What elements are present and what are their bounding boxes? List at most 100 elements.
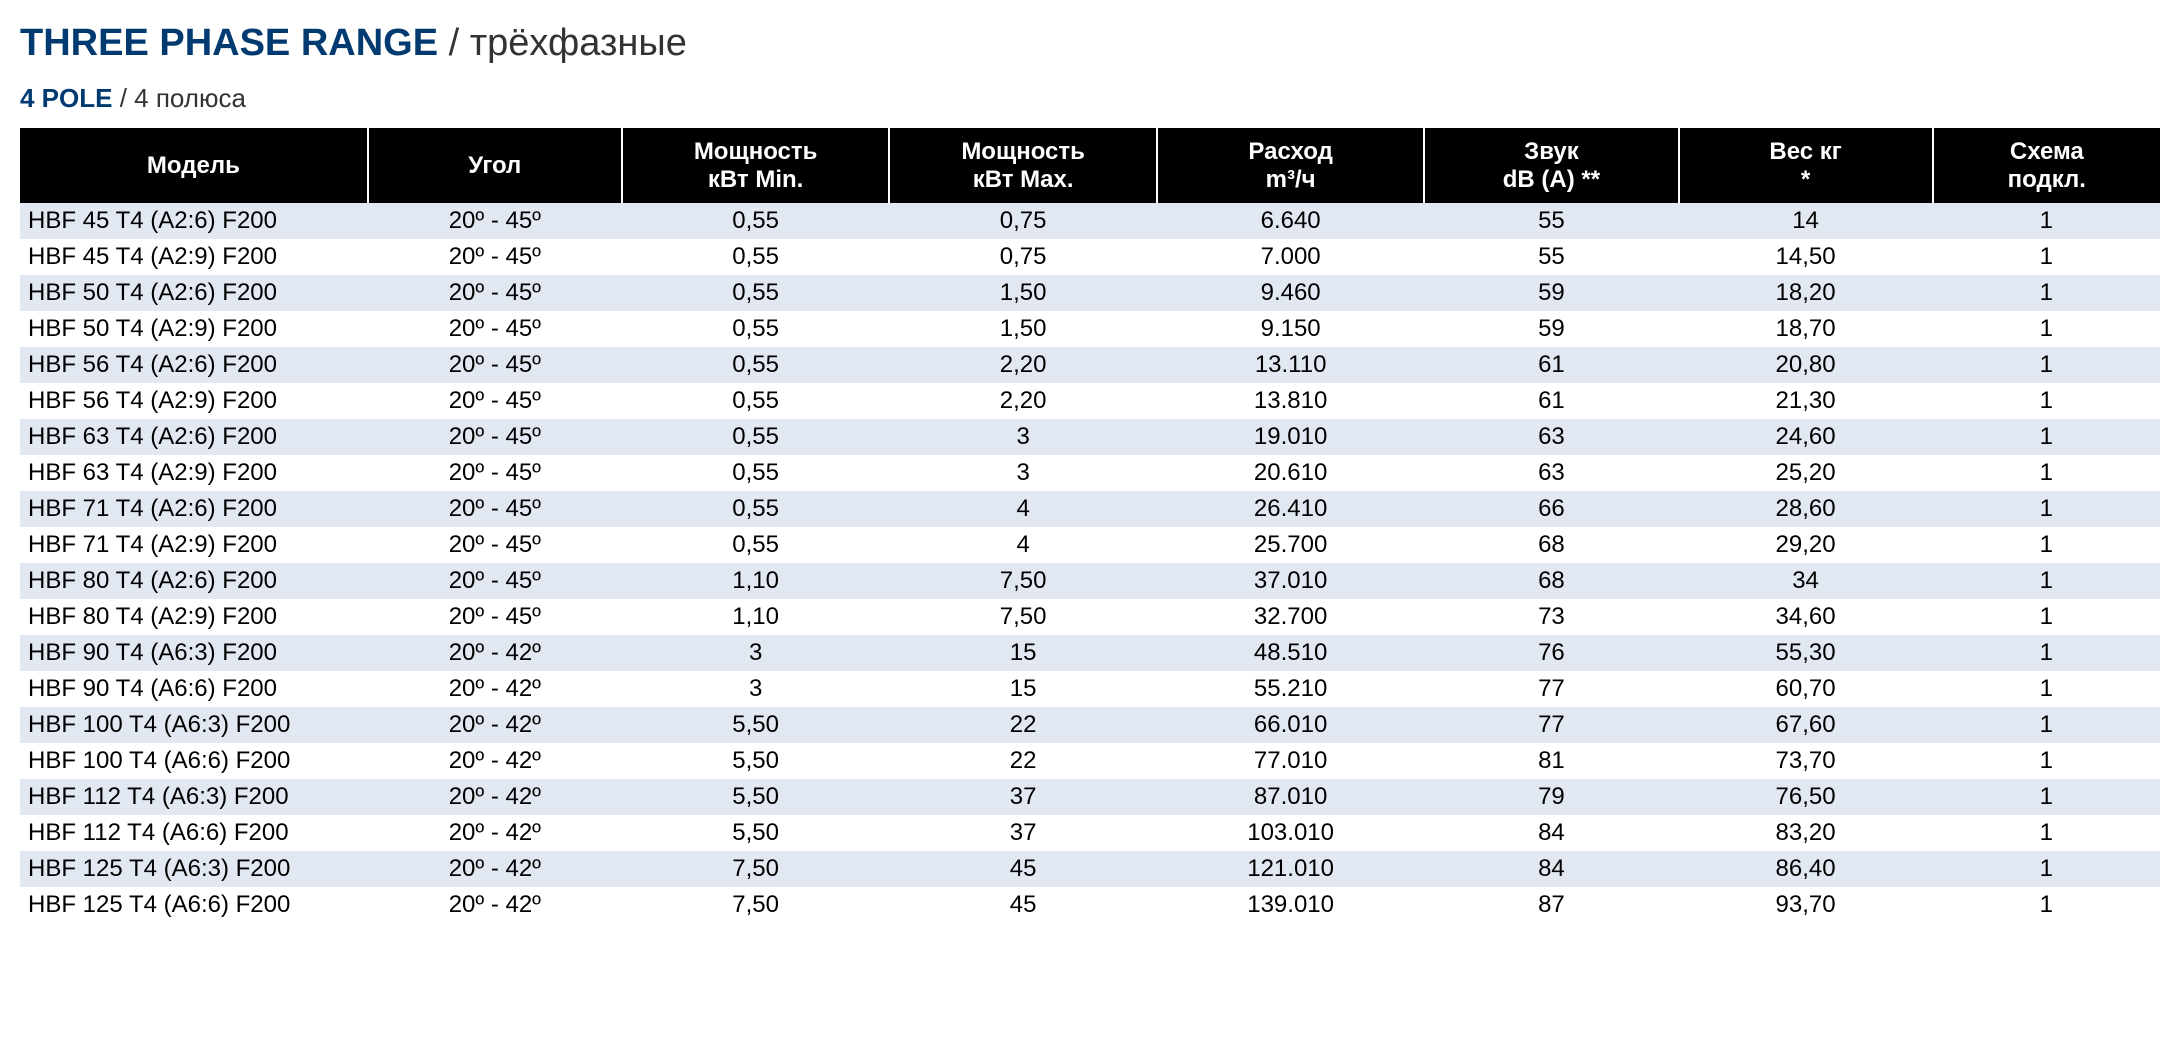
- cell-flow: 139.010: [1157, 887, 1425, 923]
- table-row: HBF 45 T4 (A2:6) F20020º - 45º0,550,756.…: [20, 203, 2160, 239]
- table-row: HBF 71 T4 (A2:6) F20020º - 45º0,55426.41…: [20, 491, 2160, 527]
- cell-angle: 20º - 45º: [368, 563, 622, 599]
- cell-angle: 20º - 42º: [368, 851, 622, 887]
- cell-dia: 1: [1933, 239, 2160, 275]
- cell-db: 84: [1424, 851, 1678, 887]
- cell-pmax: 45: [889, 851, 1157, 887]
- cell-db: 73: [1424, 599, 1678, 635]
- table-row: HBF 63 T4 (A2:6) F20020º - 45º0,55319.01…: [20, 419, 2160, 455]
- cell-weight: 21,30: [1679, 383, 1933, 419]
- cell-pmin: 0,55: [622, 239, 890, 275]
- cell-db: 66: [1424, 491, 1678, 527]
- cell-angle: 20º - 45º: [368, 455, 622, 491]
- cell-pmax: 37: [889, 779, 1157, 815]
- table-row: HBF 125 T4 (A6:3) F20020º - 42º7,5045121…: [20, 851, 2160, 887]
- cell-model: HBF 63 T4 (A2:9) F200: [20, 455, 368, 491]
- col-header-flow: Расходm³/ч: [1157, 128, 1425, 203]
- cell-db: 61: [1424, 347, 1678, 383]
- cell-angle: 20º - 45º: [368, 203, 622, 239]
- cell-dia: 1: [1933, 887, 2160, 923]
- cell-db: 79: [1424, 779, 1678, 815]
- col-header-pmin: МощностькВт Min.: [622, 128, 890, 203]
- col-header-model: Модель: [20, 128, 368, 203]
- cell-pmin: 3: [622, 635, 890, 671]
- col-header-db: ЗвукdB (A) **: [1424, 128, 1678, 203]
- cell-dia: 1: [1933, 383, 2160, 419]
- cell-pmax: 45: [889, 887, 1157, 923]
- table-row: HBF 100 T4 (A6:6) F20020º - 42º5,502277.…: [20, 743, 2160, 779]
- cell-pmax: 1,50: [889, 275, 1157, 311]
- page-title: THREE PHASE RANGE / трёхфазные: [20, 22, 2160, 65]
- cell-flow: 121.010: [1157, 851, 1425, 887]
- cell-model: HBF 100 T4 (A6:6) F200: [20, 743, 368, 779]
- cell-flow: 9.150: [1157, 311, 1425, 347]
- cell-flow: 20.610: [1157, 455, 1425, 491]
- cell-model: HBF 50 T4 (A2:9) F200: [20, 311, 368, 347]
- cell-db: 77: [1424, 671, 1678, 707]
- cell-db: 87: [1424, 887, 1678, 923]
- cell-weight: 55,30: [1679, 635, 1933, 671]
- cell-flow: 37.010: [1157, 563, 1425, 599]
- cell-db: 77: [1424, 707, 1678, 743]
- cell-db: 59: [1424, 311, 1678, 347]
- cell-flow: 13.110: [1157, 347, 1425, 383]
- cell-model: HBF 112 T4 (A6:6) F200: [20, 815, 368, 851]
- cell-weight: 18,20: [1679, 275, 1933, 311]
- cell-flow: 103.010: [1157, 815, 1425, 851]
- cell-pmax: 7,50: [889, 599, 1157, 635]
- cell-model: HBF 80 T4 (A2:6) F200: [20, 563, 368, 599]
- cell-weight: 25,20: [1679, 455, 1933, 491]
- cell-angle: 20º - 42º: [368, 635, 622, 671]
- cell-db: 76: [1424, 635, 1678, 671]
- subtitle-light: 4 полюса: [134, 83, 246, 113]
- cell-flow: 9.460: [1157, 275, 1425, 311]
- table-row: HBF 80 T4 (A2:6) F20020º - 45º1,107,5037…: [20, 563, 2160, 599]
- cell-dia: 1: [1933, 311, 2160, 347]
- table-row: HBF 125 T4 (A6:6) F20020º - 42º7,5045139…: [20, 887, 2160, 923]
- col-header-weight: Вес кг*: [1679, 128, 1933, 203]
- title-bold: THREE PHASE RANGE: [20, 22, 438, 64]
- cell-angle: 20º - 45º: [368, 347, 622, 383]
- spec-table-body: HBF 45 T4 (A2:6) F20020º - 45º0,550,756.…: [20, 203, 2160, 923]
- col-header-angle: Угол: [368, 128, 622, 203]
- cell-model: HBF 80 T4 (A2:9) F200: [20, 599, 368, 635]
- cell-angle: 20º - 42º: [368, 887, 622, 923]
- cell-pmin: 5,50: [622, 779, 890, 815]
- cell-pmax: 2,20: [889, 383, 1157, 419]
- cell-pmin: 0,55: [622, 527, 890, 563]
- cell-weight: 24,60: [1679, 419, 1933, 455]
- spec-table-head: МодельУголМощностькВт Min.МощностькВт Ma…: [20, 128, 2160, 203]
- cell-model: HBF 63 T4 (A2:6) F200: [20, 419, 368, 455]
- cell-angle: 20º - 45º: [368, 419, 622, 455]
- cell-pmax: 4: [889, 527, 1157, 563]
- table-row: HBF 80 T4 (A2:9) F20020º - 45º1,107,5032…: [20, 599, 2160, 635]
- cell-model: HBF 71 T4 (A2:6) F200: [20, 491, 368, 527]
- cell-pmax: 3: [889, 455, 1157, 491]
- page-subtitle: 4 POLE / 4 полюса: [20, 83, 2160, 114]
- cell-dia: 1: [1933, 599, 2160, 635]
- cell-flow: 25.700: [1157, 527, 1425, 563]
- cell-flow: 6.640: [1157, 203, 1425, 239]
- cell-model: HBF 125 T4 (A6:6) F200: [20, 887, 368, 923]
- cell-flow: 7.000: [1157, 239, 1425, 275]
- table-row: HBF 100 T4 (A6:3) F20020º - 42º5,502266.…: [20, 707, 2160, 743]
- cell-dia: 1: [1933, 419, 2160, 455]
- cell-pmin: 5,50: [622, 707, 890, 743]
- cell-pmin: 0,55: [622, 419, 890, 455]
- cell-dia: 1: [1933, 671, 2160, 707]
- cell-pmin: 1,10: [622, 563, 890, 599]
- cell-pmin: 0,55: [622, 311, 890, 347]
- cell-angle: 20º - 42º: [368, 671, 622, 707]
- cell-weight: 20,80: [1679, 347, 1933, 383]
- cell-db: 84: [1424, 815, 1678, 851]
- cell-weight: 73,70: [1679, 743, 1933, 779]
- col-header-dia: Схемаподкл.: [1933, 128, 2160, 203]
- cell-model: HBF 100 T4 (A6:3) F200: [20, 707, 368, 743]
- cell-pmin: 1,10: [622, 599, 890, 635]
- cell-dia: 1: [1933, 563, 2160, 599]
- cell-weight: 76,50: [1679, 779, 1933, 815]
- cell-pmax: 22: [889, 707, 1157, 743]
- cell-pmin: 0,55: [622, 275, 890, 311]
- cell-pmin: 7,50: [622, 887, 890, 923]
- cell-pmax: 1,50: [889, 311, 1157, 347]
